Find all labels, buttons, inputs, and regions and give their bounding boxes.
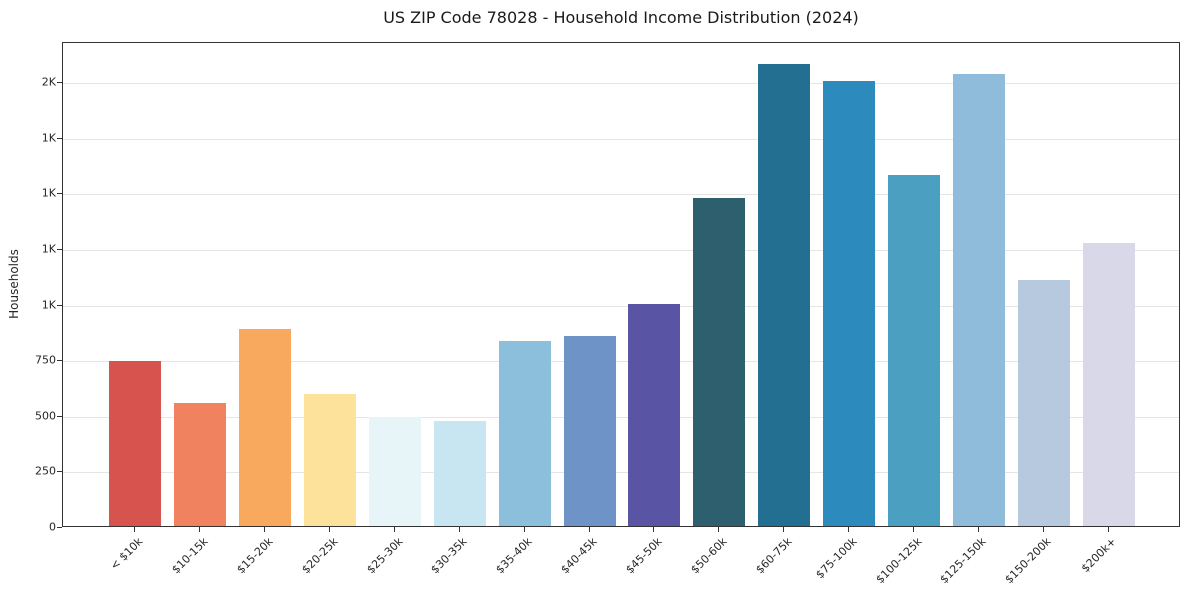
gridline [63, 472, 1179, 474]
y-tick-label: 1K [41, 131, 56, 145]
y-tick-label: 1K [41, 186, 56, 200]
x-tick-label: $20-25k [298, 535, 341, 577]
x-tick-label: $15-20k [234, 535, 276, 577]
x-tick-mark [264, 527, 266, 532]
bar [109, 361, 162, 526]
bar [823, 81, 876, 526]
y-tick-mark [57, 527, 62, 528]
x-tick-label: $25-30k [363, 535, 406, 577]
gridline [63, 138, 1179, 140]
x-tick-mark [653, 527, 655, 532]
x-tick-mark [588, 527, 590, 532]
bar [1017, 280, 1070, 526]
x-tick-label: $50-60k [688, 535, 730, 577]
x-tick-mark [329, 527, 331, 532]
gridline [63, 194, 1179, 196]
y-tick-label: 500 [35, 409, 56, 423]
bar [1082, 243, 1135, 526]
x-tick-mark [393, 527, 395, 532]
x-tick-mark [1042, 527, 1044, 532]
x-tick-label: $45-50k [623, 535, 665, 577]
gridline [63, 249, 1179, 251]
y-tick-label: 1K [41, 298, 56, 312]
x-tick-mark [1107, 527, 1109, 532]
y-tick-mark [57, 415, 62, 417]
bar [887, 174, 940, 526]
gridline [63, 361, 1179, 363]
plot-area [62, 42, 1180, 527]
y-tick-label: 250 [35, 464, 56, 478]
gridlines-layer [63, 43, 1179, 526]
x-tick-label: < $10k [108, 535, 146, 573]
bar [628, 303, 681, 526]
bar [498, 341, 551, 526]
gridline [63, 305, 1179, 307]
x-tick-mark [912, 527, 914, 532]
bar [758, 64, 811, 526]
bar [433, 421, 486, 526]
x-tick-mark [718, 527, 720, 532]
x-tick-label: $35-40k [493, 535, 535, 577]
y-tick-mark [57, 304, 62, 306]
x-tick-label: $75-100k [813, 535, 860, 582]
x-tick-mark [199, 527, 201, 532]
y-tick-mark [57, 137, 62, 139]
x-tick-label: $150-200k [1002, 535, 1054, 587]
bar [693, 197, 746, 526]
x-tick-label: $60-75k [753, 535, 795, 577]
bar [304, 393, 357, 526]
chart-title: US ZIP Code 78028 - Household Income Dis… [383, 8, 859, 27]
y-tick-mark [57, 82, 62, 84]
x-tick-mark [134, 527, 136, 532]
bar [563, 335, 616, 526]
x-tick-label: $40-45k [558, 535, 600, 577]
y-tick-label: 2K [41, 75, 56, 89]
x-tick-label: $30-35k [428, 535, 471, 577]
x-tick-mark [523, 527, 525, 532]
x-tick-label: $100-125k [872, 535, 925, 587]
y-tick-mark [57, 360, 62, 362]
x-tick-mark [458, 527, 460, 532]
y-tick-label: 750 [35, 353, 56, 367]
bar [174, 402, 227, 526]
gridline [63, 416, 1179, 418]
bars-layer [63, 43, 1179, 526]
x-tick-mark [783, 527, 785, 532]
y-tick-mark [57, 193, 62, 195]
bar [239, 329, 292, 526]
x-tick-mark [848, 527, 850, 532]
y-tick-label: 1K [41, 242, 56, 256]
x-tick-label: $10-15k [169, 535, 211, 577]
x-tick-label: $125-150k [937, 535, 990, 587]
y-tick-label: 0 [49, 520, 56, 534]
y-tick-mark [57, 248, 62, 250]
bar [952, 74, 1005, 526]
gridline [63, 83, 1179, 85]
bar [368, 417, 421, 526]
y-axis-label: Households [7, 249, 21, 319]
y-tick-mark [57, 471, 62, 473]
x-tick-mark [977, 527, 979, 532]
x-tick-label: $200k+ [1078, 535, 1119, 576]
